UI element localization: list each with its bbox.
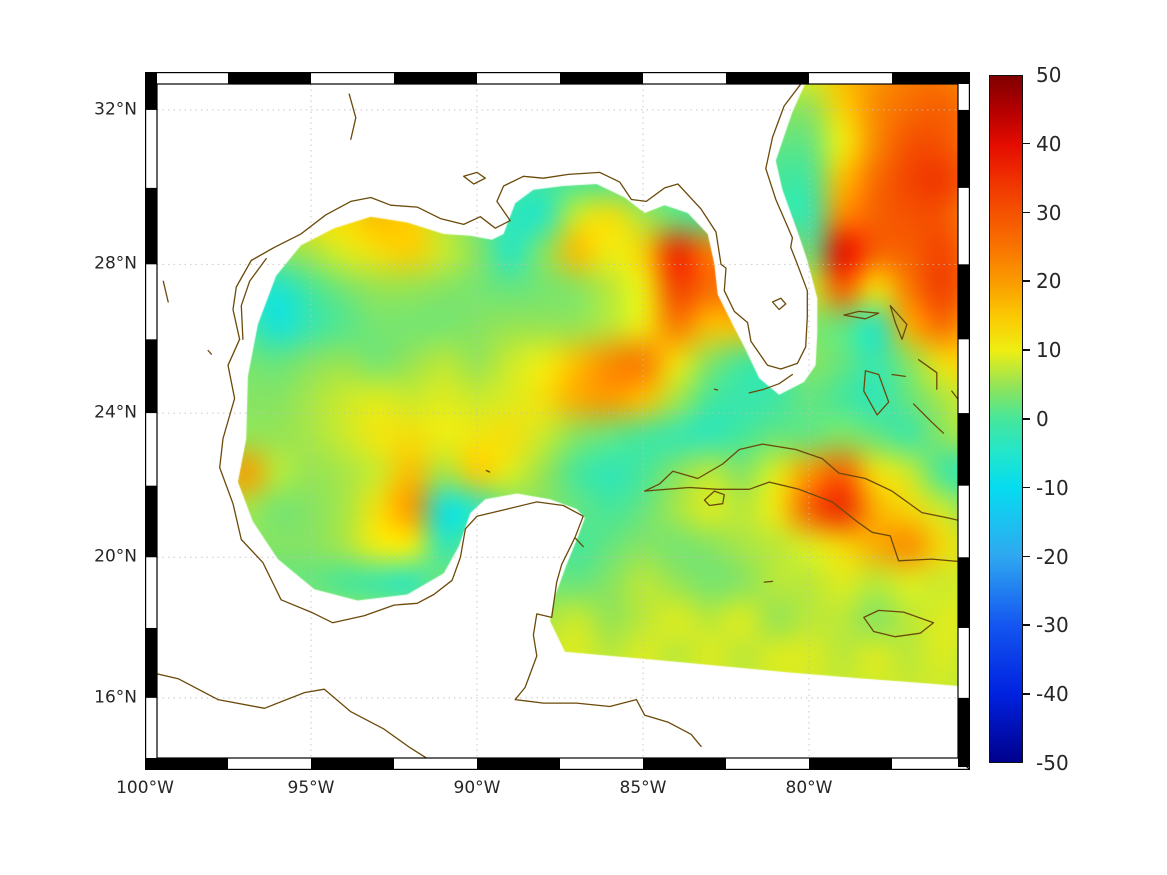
colorbar-label: 40 — [1036, 131, 1062, 156]
coastline-cuba — [644, 443, 970, 564]
frame-segment-bottom — [809, 758, 892, 770]
coastline-exuma-chain — [912, 403, 945, 434]
colorbar-tick — [1022, 624, 1030, 626]
frame-segment-right — [958, 557, 970, 628]
frame-corner-miter — [957, 72, 970, 85]
frame-segment-right — [958, 413, 970, 486]
colorbar-label: 20 — [1036, 269, 1062, 294]
frame-segment-bottom — [477, 758, 560, 770]
coastline-mexico-reservoir-dot2 — [207, 349, 213, 355]
colorbar-tick — [1022, 486, 1030, 489]
frame-inner-outline — [156, 83, 959, 759]
coastline-lake-pontchartrain — [463, 171, 486, 185]
y-tick-label: 20°N — [94, 546, 137, 567]
colorbar-label: -50 — [1036, 751, 1069, 775]
colorbar-label: 50 — [1036, 63, 1062, 87]
frame-corner-miter — [145, 72, 158, 85]
coastline-mexico-belize-honduras-coast — [219, 338, 702, 748]
heatmap-canvas — [145, 72, 970, 770]
coastline-texas-laguna-madre — [240, 257, 267, 340]
coastline-grand-bahama — [843, 310, 880, 320]
coastline-us-gulf-atlantic-coast — [232, 72, 810, 370]
frame-segment-right — [958, 264, 970, 340]
frame-segment-bottom — [311, 758, 394, 770]
coastline-grand-cayman — [763, 580, 774, 583]
colorbar-tick — [1022, 693, 1030, 695]
frame-segment-left — [145, 187, 157, 265]
colorbar-label: -30 — [1036, 613, 1069, 638]
frame-segment-left — [145, 339, 157, 414]
frame-segment-top — [726, 72, 809, 84]
map-overlay — [145, 72, 970, 770]
coastline-new-providence — [891, 373, 906, 378]
coastline-isla-de-la-juventud — [703, 490, 725, 507]
frame-segment-top — [228, 72, 311, 84]
coastline-eleuthera — [917, 359, 938, 390]
colorbar-label: -20 — [1036, 544, 1069, 569]
frame-segment-left — [145, 485, 157, 558]
colorbar-tick — [1022, 418, 1030, 420]
coastline-florida-keys — [748, 373, 794, 394]
colorbar-label: -40 — [1036, 682, 1069, 707]
frame-segment-top — [892, 72, 970, 84]
frame-corner-miter — [145, 757, 158, 770]
frame-corner-miter — [957, 757, 970, 770]
x-tick-label: 80°W — [785, 778, 833, 798]
colorbar-tick — [1022, 142, 1030, 145]
coastline-lake-okeechobee — [771, 297, 787, 311]
frame-segment-right — [958, 109, 970, 188]
colorbar-tick — [1022, 555, 1030, 558]
x-tick-label: 100°W — [116, 778, 174, 798]
colorbar-tick — [1022, 349, 1030, 351]
coastline-mexico-reservoir-dots — [162, 280, 169, 303]
colorbar-label: 0 — [1036, 407, 1049, 431]
coastline-abaco — [889, 305, 908, 340]
coastline-cozumel — [574, 537, 584, 548]
frame-outer-outline — [145, 72, 970, 770]
coastline-jamaica — [863, 609, 935, 638]
y-tick-label: 32°N — [94, 99, 137, 120]
frame-segment-bottom — [643, 758, 726, 770]
colorbar-label: 30 — [1036, 200, 1062, 225]
colorbar-tick — [1022, 211, 1030, 214]
frame-segment-bottom — [145, 758, 228, 770]
frame-segment-right — [958, 697, 970, 768]
coastline-andros — [863, 370, 890, 416]
colorbar-label: -10 — [1036, 475, 1069, 500]
x-tick-label: 85°W — [619, 778, 667, 798]
y-tick-label: 16°N — [94, 687, 137, 708]
frame-segment-top — [394, 72, 477, 84]
frame-segment-top — [560, 72, 643, 84]
colorbar — [989, 75, 1023, 763]
y-tick-label: 24°N — [94, 402, 137, 423]
map-plot-area — [145, 72, 970, 770]
y-tick-label: 28°N — [94, 253, 137, 274]
colorbar-label: 10 — [1036, 338, 1062, 363]
coastline-dry-tortugas-dot — [713, 388, 719, 391]
coastline-pacific-coast — [145, 670, 445, 770]
x-tick-label: 90°W — [453, 778, 501, 798]
colorbar-tick — [1022, 280, 1030, 282]
x-tick-label: 95°W — [287, 778, 335, 798]
coastline-alacranes-reef-dot — [485, 469, 491, 473]
frame-segment-left — [145, 627, 157, 698]
coastline-toledo-bend-lakes — [348, 93, 357, 141]
